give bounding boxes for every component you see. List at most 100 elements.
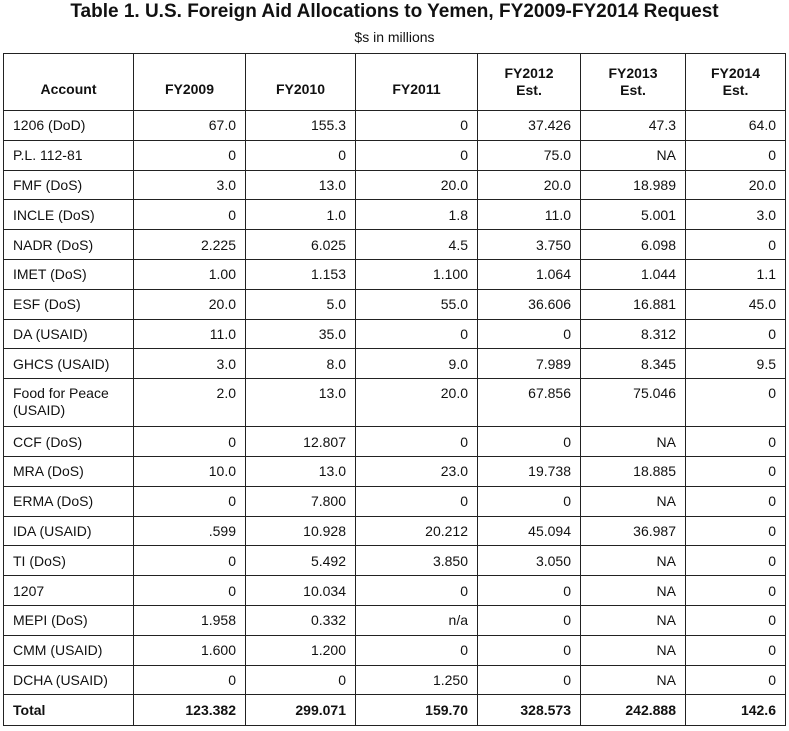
value-cell: 0: [685, 426, 786, 457]
value-cell: 0: [685, 575, 786, 606]
table-title: Table 1. U.S. Foreign Aid Allocations to…: [70, 1, 719, 22]
value-cell: 0: [355, 426, 478, 457]
table-row: 1206 (DoD) 67.0 155.3 0 37.426 47.3 64.0: [3, 110, 786, 141]
value-cell: 13.0: [245, 455, 356, 487]
value-cell: 37.426: [477, 110, 581, 141]
value-cell: 3.0: [133, 169, 246, 201]
value-cell: 1.044: [580, 258, 686, 290]
account-cell: Food for Peace (USAID): [3, 378, 134, 428]
value-cell: 0: [477, 604, 581, 636]
table-row: GHCS (USAID) 3.0 8.0 9.0 7.989 8.345 9.5: [3, 348, 786, 380]
table-row: Food for Peace (USAID) 2.0 13.0 20.0 67.856 7…: [3, 378, 786, 428]
value-cell: 20.0: [355, 169, 478, 201]
value-cell: 0: [245, 139, 356, 171]
value-cell: 0: [685, 229, 786, 260]
account-cell: ESF (DoS): [3, 288, 134, 320]
value-cell: 0: [477, 426, 581, 457]
total-value: 142.6: [685, 694, 786, 727]
value-cell: 1.100: [355, 258, 478, 290]
value-cell: 0: [355, 575, 478, 606]
value-cell: .599: [133, 515, 246, 547]
total-value: 299.071: [245, 694, 356, 727]
value-cell: 10.034: [245, 575, 356, 606]
value-cell: 36.987: [580, 515, 686, 547]
value-cell: 0: [133, 664, 246, 696]
value-cell: 0: [685, 318, 786, 350]
value-cell: 20.0: [685, 169, 786, 201]
table-row: INCLE (DoS) 0 1.0 1.8 11.0 5.001 3.0: [3, 199, 786, 231]
header-fy2013: FY2013 Est.: [580, 53, 686, 111]
value-cell: 20.0: [477, 169, 581, 201]
value-cell: 67.0: [133, 110, 246, 141]
value-cell: 20.212: [355, 515, 478, 547]
value-cell: 3.850: [355, 545, 478, 577]
table-row: IMET (DoS) 1.00 1.153 1.100 1.064 1.044 1.1: [3, 258, 786, 290]
value-cell: 0: [685, 455, 786, 487]
value-cell: 155.3: [245, 110, 356, 141]
value-cell: 8.0: [245, 348, 356, 380]
table-body: 1206 (DoD) 67.0 155.3 0 37.426 47.3 64.0 P.L. 1…: [3, 110, 786, 727]
table-row: CMM (USAID) 1.600 1.200 0 0 NA 0: [3, 634, 786, 666]
value-cell: 2.0: [133, 378, 246, 428]
value-cell: 0: [133, 575, 246, 606]
value-cell: 1.064: [477, 258, 581, 290]
total-value: 328.573: [477, 694, 581, 727]
value-cell: 7.989: [477, 348, 581, 380]
total-row: Total 123.382 299.071 159.70 328.573 242.888 1…: [3, 694, 786, 727]
value-cell: 45.0: [685, 288, 786, 320]
value-cell: 9.0: [355, 348, 478, 380]
value-cell: NA: [580, 604, 686, 636]
value-cell: n/a: [355, 604, 478, 636]
value-cell: 0: [355, 139, 478, 171]
value-cell: NA: [580, 634, 686, 666]
value-cell: 0: [477, 575, 581, 606]
value-cell: 11.0: [477, 199, 581, 231]
value-cell: 1.600: [133, 634, 246, 666]
value-cell: 3.050: [477, 545, 581, 577]
value-cell: 10.928: [245, 515, 356, 547]
value-cell: 3.0: [685, 199, 786, 231]
value-cell: NA: [580, 426, 686, 457]
value-cell: 0: [133, 485, 246, 517]
account-cell: 1207: [3, 575, 134, 606]
account-cell: TI (DoS): [3, 545, 134, 577]
value-cell: NA: [580, 139, 686, 171]
total-value: 123.382: [133, 694, 246, 727]
total-value: 242.888: [580, 694, 686, 727]
table-row: NADR (DoS) 2.225 6.025 4.5 3.750 6.098 0: [3, 229, 786, 260]
account-cell: INCLE (DoS): [3, 199, 134, 231]
table-row: ESF (DoS) 20.0 5.0 55.0 36.606 16.881 45.0: [3, 288, 786, 320]
value-cell: 0: [685, 485, 786, 517]
value-cell: 3.750: [477, 229, 581, 260]
account-cell: ERMA (DoS): [3, 485, 134, 517]
value-cell: 67.856: [477, 378, 581, 428]
account-cell: CCF (DoS): [3, 426, 134, 457]
header-fy2011: FY2011: [355, 53, 478, 111]
table-row: CCF (DoS) 0 12.807 0 0 NA 0: [3, 426, 786, 457]
value-cell: 36.606: [477, 288, 581, 320]
table-row: IDA (USAID) .599 10.928 20.212 45.094 36.987 0: [3, 515, 786, 547]
value-cell: 5.0: [245, 288, 356, 320]
value-cell: 0: [685, 515, 786, 547]
value-cell: 75.0: [477, 139, 581, 171]
table-row: P.L. 112-81 0 0 0 75.0 NA 0: [3, 139, 786, 171]
table-row: TI (DoS) 0 5.492 3.850 3.050 NA 0: [3, 545, 786, 577]
table-row: DCHA (USAID) 0 0 1.250 0 NA 0: [3, 664, 786, 696]
value-cell: 1.153: [245, 258, 356, 290]
table-row: DA (USAID) 11.0 35.0 0 0 8.312 0: [3, 318, 786, 350]
value-cell: 0: [477, 664, 581, 696]
value-cell: 6.098: [580, 229, 686, 260]
value-cell: 20.0: [133, 288, 246, 320]
account-cell: CMM (USAID): [3, 634, 134, 666]
table-row: MEPI (DoS) 1.958 0.332 n/a 0 NA 0: [3, 604, 786, 636]
value-cell: 47.3: [580, 110, 686, 141]
value-cell: 23.0: [355, 455, 478, 487]
value-cell: 75.046: [580, 378, 686, 428]
value-cell: 0: [245, 664, 356, 696]
value-cell: 16.881: [580, 288, 686, 320]
account-cell: FMF (DoS): [3, 169, 134, 201]
value-cell: 1.250: [355, 664, 478, 696]
value-cell: 0: [133, 426, 246, 457]
header-fy2009: FY2009: [133, 53, 246, 111]
account-cell: NADR (DoS): [3, 229, 134, 260]
